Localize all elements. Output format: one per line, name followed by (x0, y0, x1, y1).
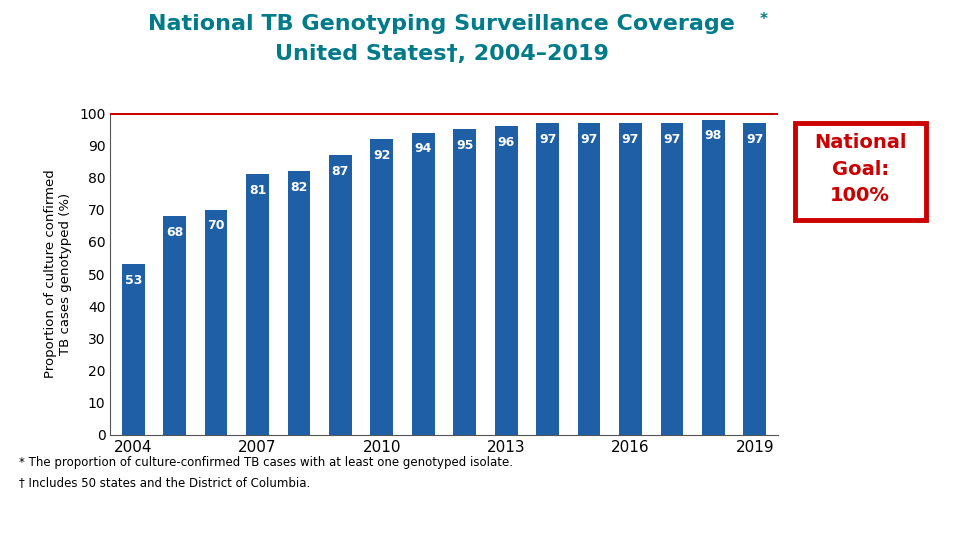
Bar (204, 210, 228, 435)
Text: † Includes 50 states and the District of Columbia.: † Includes 50 states and the District of… (19, 476, 310, 489)
Text: 94: 94 (415, 143, 432, 156)
Bar (578, 123, 600, 435)
Bar (660, 123, 684, 435)
Text: *: * (759, 12, 767, 27)
Bar (122, 265, 145, 435)
FancyBboxPatch shape (795, 123, 925, 220)
Bar (246, 174, 269, 435)
Text: United States†, 2004–2019: United States†, 2004–2019 (275, 44, 609, 64)
Text: 53: 53 (125, 274, 142, 287)
Text: 98: 98 (705, 130, 722, 143)
Text: 97: 97 (663, 133, 681, 146)
Bar (743, 123, 766, 435)
Bar (412, 133, 435, 435)
Text: 87: 87 (332, 165, 349, 178)
Text: 97: 97 (622, 133, 639, 146)
Bar (619, 123, 642, 435)
Text: 92: 92 (373, 148, 391, 162)
Text: 97: 97 (539, 133, 556, 146)
Text: 95: 95 (456, 139, 473, 152)
Text: 97: 97 (746, 133, 763, 146)
Bar (329, 155, 351, 435)
Bar (371, 139, 394, 435)
Text: * The proportion of culture-confirmed TB cases with at least one genotyped isola: * The proportion of culture-confirmed TB… (19, 456, 514, 469)
Text: 70: 70 (207, 219, 225, 232)
Text: 82: 82 (290, 181, 307, 194)
Text: 96: 96 (497, 136, 515, 149)
Bar (537, 123, 559, 435)
Y-axis label: Proportion of culture confirmed
TB cases genotyped (%): Proportion of culture confirmed TB cases… (44, 170, 72, 379)
Bar (288, 171, 310, 435)
Text: 81: 81 (249, 184, 266, 197)
Text: National
Goal:
100%: National Goal: 100% (814, 133, 906, 205)
Bar (702, 120, 725, 435)
Bar (453, 130, 476, 435)
Bar (163, 216, 186, 435)
Text: National TB Genotyping Surveillance Coverage: National TB Genotyping Surveillance Cove… (148, 14, 735, 33)
Text: 97: 97 (581, 133, 598, 146)
Text: 68: 68 (166, 226, 183, 239)
Bar (494, 126, 517, 435)
